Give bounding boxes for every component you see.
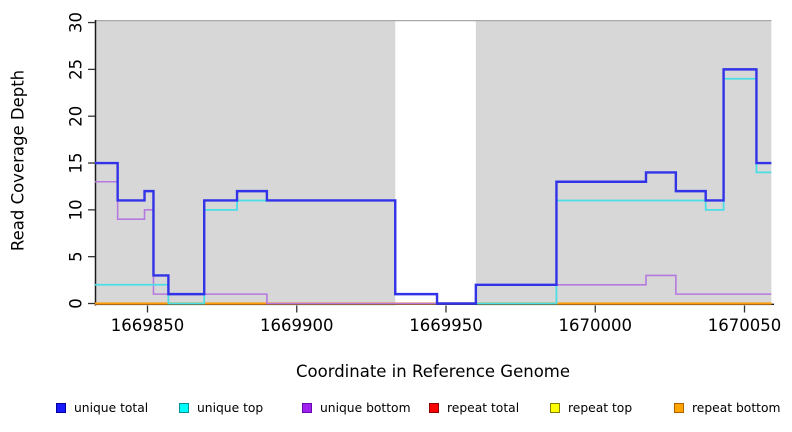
y-tick-label: 5 [67, 251, 86, 262]
legend: unique total unique top unique bottom re… [0, 399, 792, 423]
x-tick-label: 1669900 [260, 316, 334, 335]
x-tick-label: 1669850 [111, 316, 185, 335]
y-tick-label: 10 [67, 199, 86, 220]
legend-item-unique-top: unique top [179, 399, 263, 417]
legend-item-unique-bottom: unique bottom [302, 399, 411, 417]
x-tick-label: 1669950 [409, 316, 483, 335]
y-axis-title: Read Coverage Depth [8, 69, 28, 252]
panel-background [475, 20, 772, 306]
legend-label: repeat top [568, 401, 633, 415]
legend-label: unique total [74, 401, 149, 415]
legend-swatch-repeat-top [550, 403, 560, 413]
legend-item-repeat-bottom: repeat bottom [674, 399, 780, 417]
legend-label: unique bottom [320, 401, 411, 415]
panel-background [95, 20, 396, 306]
y-tick-label: 30 [67, 12, 86, 33]
legend-item-unique-total: unique total [56, 399, 148, 417]
y-tick-label: 25 [67, 59, 86, 80]
legend-swatch-unique-total [56, 403, 66, 413]
legend-swatch-repeat-bottom [674, 403, 684, 413]
y-tick-label: 20 [67, 106, 86, 127]
legend-swatch-repeat-total [429, 403, 439, 413]
legend-label: repeat total [447, 401, 520, 415]
legend-item-repeat-total: repeat total [429, 399, 519, 417]
legend-swatch-unique-bottom [302, 403, 312, 413]
y-tick-label: 0 [67, 298, 86, 309]
series-unique-bottom [95, 180, 772, 305]
x-tick-label: 1670000 [559, 316, 633, 335]
legend-swatch-unique-top [179, 403, 189, 413]
y-tick-label: 15 [67, 153, 86, 174]
legend-label: unique top [197, 401, 264, 415]
x-tick-label: 1670050 [708, 316, 782, 335]
x-axis-title: Coordinate in Reference Genome [295, 362, 571, 381]
legend-label: repeat bottom [692, 401, 781, 415]
series-unique-total [95, 68, 772, 305]
legend-item-repeat-top: repeat top [550, 399, 632, 417]
